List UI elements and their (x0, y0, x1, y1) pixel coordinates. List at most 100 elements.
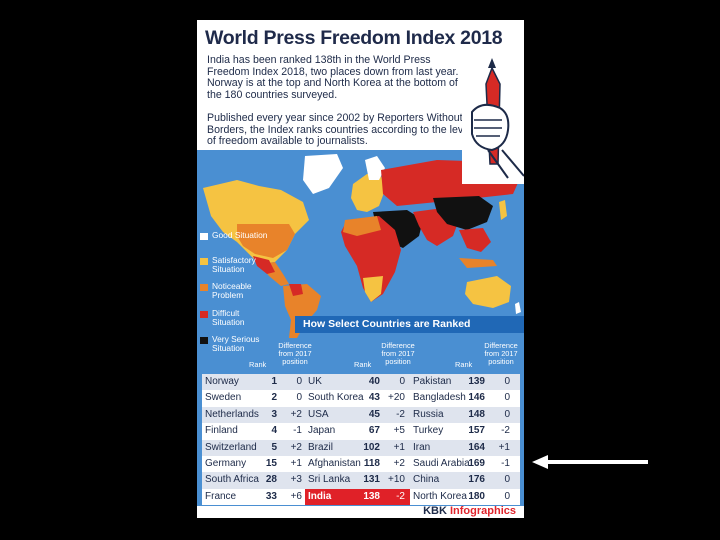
country-name: Finland (205, 425, 238, 437)
rank-header-1: Rank (249, 360, 267, 369)
arrow-left-icon (532, 455, 648, 469)
legend-swatch (200, 258, 208, 265)
country-name: Sweden (205, 392, 242, 404)
rank-difference: +2 (290, 408, 302, 420)
country-name: Saudi Arabia (413, 458, 470, 469)
infographic-poster: World Press Freedom Index 2018 India has… (197, 20, 524, 518)
fist-pen-illustration (462, 54, 524, 184)
country-name: Switzerland (205, 441, 257, 453)
map-australia (465, 276, 511, 308)
map-greenland (303, 154, 343, 194)
country-name: North Korea (413, 490, 467, 502)
country-rank: 102 (363, 441, 380, 453)
country-rank: 138 (363, 490, 380, 502)
rank-difference: +1 (393, 441, 405, 453)
country-rank: 15 (265, 458, 277, 469)
world-map (197, 150, 524, 338)
legend-label: Very Serious Situation (212, 334, 260, 353)
rank-difference: 0 (296, 376, 302, 387)
table-row: Switzerland 5 +2 Brazil 102 +1 Iran 164 +1 (202, 439, 520, 456)
country-rank: 164 (468, 441, 485, 453)
country-name: Netherlands (205, 408, 259, 420)
legend-label: Noticeable Problem (212, 281, 252, 300)
country-rank: 43 (368, 392, 380, 404)
rank-difference: 0 (504, 408, 510, 420)
legend-swatch (200, 311, 208, 318)
country-name: Turkey (413, 425, 444, 437)
country-rank: 148 (468, 408, 485, 420)
rank-header-3: Rank (455, 360, 473, 369)
legend-swatch (200, 233, 208, 240)
legend-label: Good Situation (212, 230, 268, 240)
rank-difference: +5 (393, 425, 405, 437)
rank-difference: +6 (290, 490, 302, 502)
brand-part1: KBK (423, 505, 450, 517)
country-name: USA (308, 408, 329, 420)
india-highlight (305, 488, 410, 506)
map-north-africa (343, 216, 381, 236)
footer: KBK Infographics (197, 505, 524, 518)
rank-difference: 0 (504, 392, 510, 404)
rank-difference: 0 (399, 376, 405, 387)
map-venezuela (289, 284, 303, 296)
country-name: Afghanistan (308, 458, 361, 469)
diff-header-1: Difference from 2017 position (278, 341, 312, 366)
map-china (433, 196, 493, 230)
country-name: Japan (308, 425, 336, 437)
rank-difference: -2 (396, 490, 405, 502)
legend-swatch (200, 337, 208, 344)
country-name: China (413, 474, 440, 486)
rank-difference: -2 (396, 408, 405, 420)
legend-label: Satisfactory Situation (212, 255, 256, 274)
diff-header-3: Difference from 2017 position (484, 341, 518, 366)
country-name: UK (308, 376, 322, 387)
country-name: France (205, 490, 237, 502)
country-name: Iran (413, 441, 431, 453)
rank-difference: 0 (504, 376, 510, 387)
map-south-america (283, 284, 321, 338)
country-rank: 139 (468, 376, 485, 387)
country-rank: 1 (271, 376, 277, 387)
country-rank: 28 (265, 474, 277, 486)
brand-logo: KBK Infographics (423, 505, 516, 517)
country-name: South Africa (205, 474, 259, 486)
country-rank: 180 (468, 490, 485, 502)
map-europe (351, 174, 385, 212)
map-new-zealand (515, 302, 521, 314)
rank-difference: -2 (501, 425, 510, 437)
country-name: Pakistan (413, 376, 452, 387)
country-rank: 131 (363, 474, 380, 486)
map-southeast-asia (459, 228, 491, 252)
country-rank: 40 (368, 376, 380, 387)
rank-difference: -1 (501, 458, 510, 469)
brand-part2: Infographics (449, 505, 516, 517)
country-rank: 4 (271, 425, 277, 437)
table-row: Finland 4 -1 Japan 67 +5 Turkey 157 -2 (202, 423, 520, 439)
rank-difference: 0 (504, 490, 510, 502)
intro-text: India has been ranked 138th in the World… (207, 54, 459, 101)
rank-difference: +2 (290, 441, 302, 453)
table-row: Germany 15 +1 Afghanistan 118 +2 Saudi Arabia 1… (202, 456, 520, 472)
rank-difference: +1 (290, 458, 302, 469)
table-row: France 33 +6 India 138 -2 North Korea 180 0 (202, 488, 520, 506)
map-usa (237, 224, 295, 258)
rank-difference: +10 (388, 474, 405, 486)
diff-header-2: Difference from 2017 position (381, 341, 415, 366)
country-rank: 3 (271, 408, 277, 420)
table-row: Sweden 2 0 South Korea 43 +20 Bangladesh 146 0 (202, 390, 520, 406)
country-rank: 118 (363, 458, 380, 469)
country-name: South Korea (308, 392, 364, 404)
country-name: Sri Lanka (308, 474, 351, 486)
map-africa (341, 216, 401, 302)
country-rank: 5 (271, 441, 277, 453)
country-name: Norway (205, 376, 239, 387)
rank-difference: +3 (290, 474, 302, 486)
map-indonesia (459, 258, 497, 268)
table-row: Netherlands 3 +2 USA 45 -2 Russia 148 0 (202, 406, 520, 424)
select-countries-heading: How Select Countries are Ranked (295, 316, 524, 333)
map-southern-africa (363, 276, 383, 302)
country-rank: 67 (368, 425, 380, 437)
map-japan (499, 200, 507, 220)
rankings-table: Norway 1 0 UK 40 0 Pakistan 139 0 Sweden 2 0 South K… (202, 374, 520, 506)
table-row: Norway 1 0 UK 40 0 Pakistan 139 0 (202, 374, 520, 391)
